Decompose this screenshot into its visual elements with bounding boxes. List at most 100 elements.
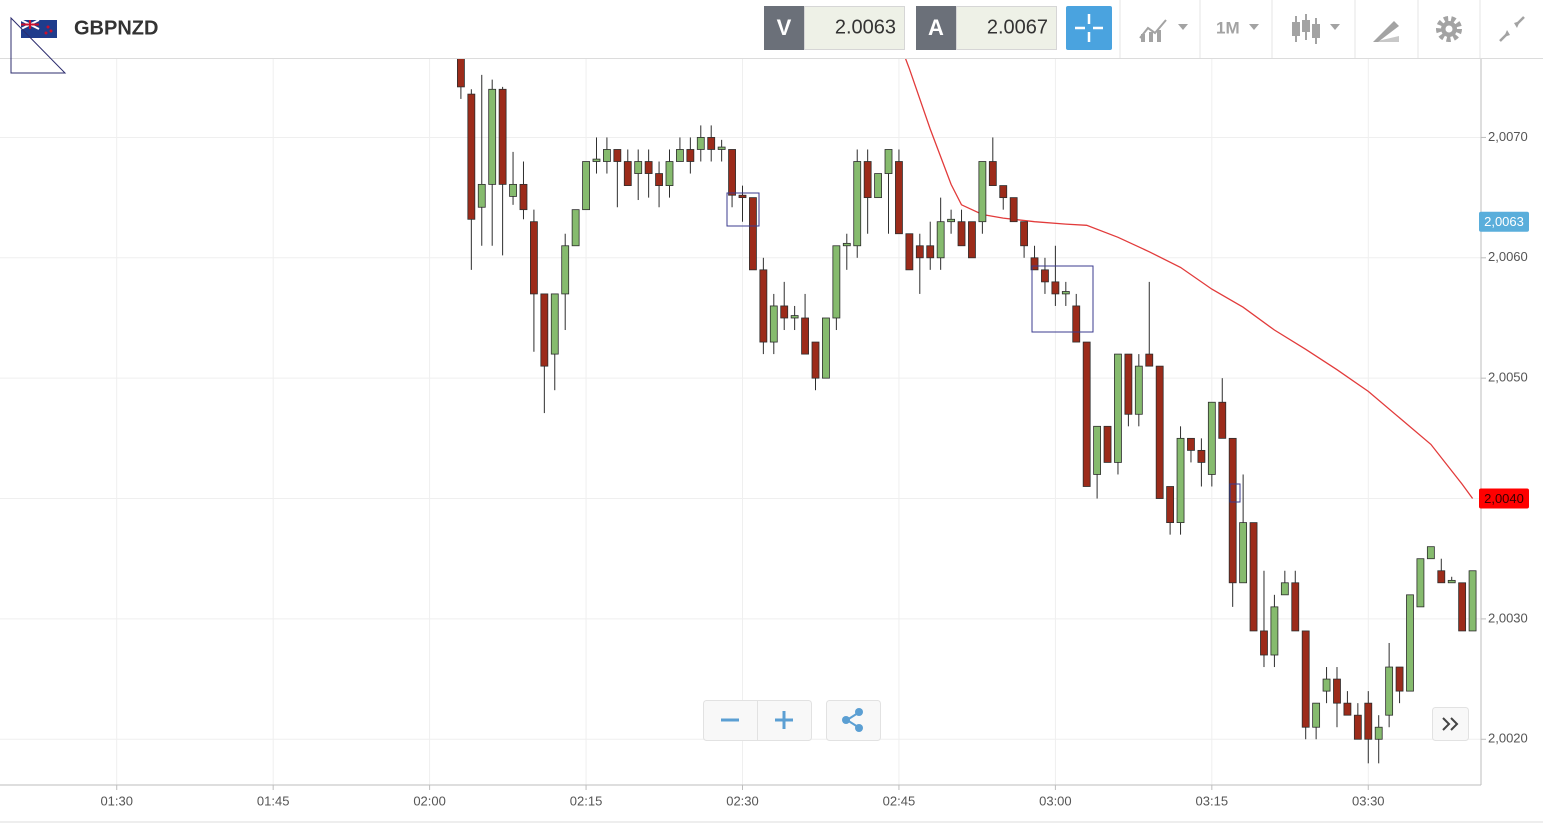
candle-body — [842, 242, 851, 247]
candle-body — [707, 137, 716, 150]
x-tick-label: 03:00 — [1039, 793, 1072, 808]
candle-body — [1364, 702, 1373, 740]
candle-body — [1270, 606, 1279, 656]
candle-body — [1458, 582, 1467, 632]
candle-body — [926, 245, 935, 259]
candle-body — [832, 245, 841, 319]
candle-body — [988, 161, 997, 186]
x-tick-label: 02:15 — [570, 793, 603, 808]
collapse-button[interactable] — [1499, 16, 1525, 42]
candle-body — [655, 173, 663, 186]
candle-body — [1145, 353, 1154, 367]
candle-body — [530, 221, 538, 295]
candle-body — [1447, 579, 1456, 584]
candle-body — [811, 341, 820, 379]
candle-body — [1072, 305, 1081, 343]
candle-body — [1468, 570, 1477, 632]
candle-body — [905, 233, 914, 271]
candle-body — [822, 317, 830, 379]
separators — [1119, 0, 1481, 58]
timeframe: 1M — [1216, 18, 1240, 37]
candle-body — [644, 161, 653, 174]
candle-body — [1395, 666, 1404, 692]
x-tick-label: 03:30 — [1352, 793, 1385, 808]
drawing-triangle — [10, 16, 67, 74]
settings-button[interactable] — [1436, 16, 1462, 42]
candle-body — [1260, 630, 1268, 656]
candle-body — [1187, 437, 1195, 451]
candle-body — [1103, 425, 1112, 463]
y-tick-label: 2,0050 — [1488, 370, 1528, 385]
grid — [0, 58, 1481, 785]
candle-body — [1009, 197, 1018, 223]
zoom-in-button[interactable] — [775, 711, 793, 729]
candle-body — [1437, 570, 1446, 584]
candle-body — [592, 158, 601, 162]
drawings — [726, 192, 1241, 503]
axes: 2,0020 2,0030 2,0040 2,0050 2,0060 2,0070 01:3… — [0, 58, 1543, 823]
candle-body — [561, 245, 570, 295]
candle-body — [1239, 522, 1248, 584]
candle-body — [915, 245, 924, 259]
candle-body — [623, 161, 632, 186]
y-tick-label: 2,0030 — [1488, 610, 1528, 625]
drawing-box — [1031, 265, 1094, 333]
candle-body — [1416, 558, 1425, 608]
candle-body — [968, 221, 976, 259]
chart-type-button[interactable] — [1139, 19, 1188, 42]
candle-body — [1333, 678, 1341, 704]
moving-average-line — [904, 58, 1474, 499]
candle-body — [498, 88, 507, 185]
share-button[interactable] — [826, 700, 881, 741]
price-marker-label: 2,0063 — [1484, 214, 1524, 229]
candle-body — [769, 305, 778, 343]
candle-body — [467, 93, 476, 220]
x-tick-label: 01:30 — [100, 793, 133, 808]
candle-body — [1301, 630, 1310, 728]
x-tick-label: 02:45 — [883, 793, 916, 808]
draw-button[interactable] — [1373, 21, 1399, 42]
candle-body — [790, 315, 799, 319]
candle-body — [550, 293, 559, 355]
candle-body — [696, 137, 705, 150]
candle-body — [1374, 726, 1383, 740]
candle-style-button[interactable] — [1292, 14, 1340, 44]
candle-body — [1030, 257, 1039, 271]
candle-body — [1218, 401, 1227, 439]
candle-body — [1166, 486, 1175, 524]
price-marker-label: 2,0040 — [1484, 491, 1524, 506]
candle-body — [780, 305, 789, 319]
drawing-box — [1229, 483, 1241, 503]
candle-body — [717, 146, 726, 150]
zoom-controls — [703, 700, 812, 741]
drawing-box — [726, 192, 760, 227]
candle-body — [884, 149, 893, 174]
price-markers: 2,0063 2,0040 — [1479, 211, 1529, 509]
candle-body — [1426, 546, 1435, 560]
price-marker — [1479, 211, 1529, 232]
candle-body — [1197, 449, 1206, 463]
header: GBPNZD V 2.0063 A 2.0067 1M — [0, 0, 1543, 74]
timeframe-button[interactable]: 1M — [1216, 18, 1259, 37]
crosshair-button[interactable] — [1066, 6, 1112, 50]
scroll-right-button[interactable] — [1432, 707, 1469, 741]
candle-body — [1291, 582, 1300, 632]
y-tick-label: 2,0020 — [1488, 731, 1528, 746]
candle-body — [749, 197, 757, 271]
candle-body — [1228, 437, 1237, 584]
price-marker — [1479, 488, 1529, 509]
bid-label: V — [777, 15, 792, 40]
ask-label: A — [928, 15, 944, 40]
candle-body — [863, 161, 872, 199]
plot-area — [457, 58, 1477, 764]
candle-body — [947, 218, 955, 223]
candle-body — [1093, 425, 1102, 475]
candle-body — [676, 149, 684, 162]
ask-price: 2.0067 — [987, 16, 1048, 38]
ask-box[interactable]: A 2.0067 — [916, 6, 1057, 50]
candle-body — [1176, 437, 1185, 524]
candle-body — [853, 161, 862, 247]
bid-box[interactable]: V 2.0063 — [764, 6, 905, 50]
candle-body — [488, 88, 497, 185]
